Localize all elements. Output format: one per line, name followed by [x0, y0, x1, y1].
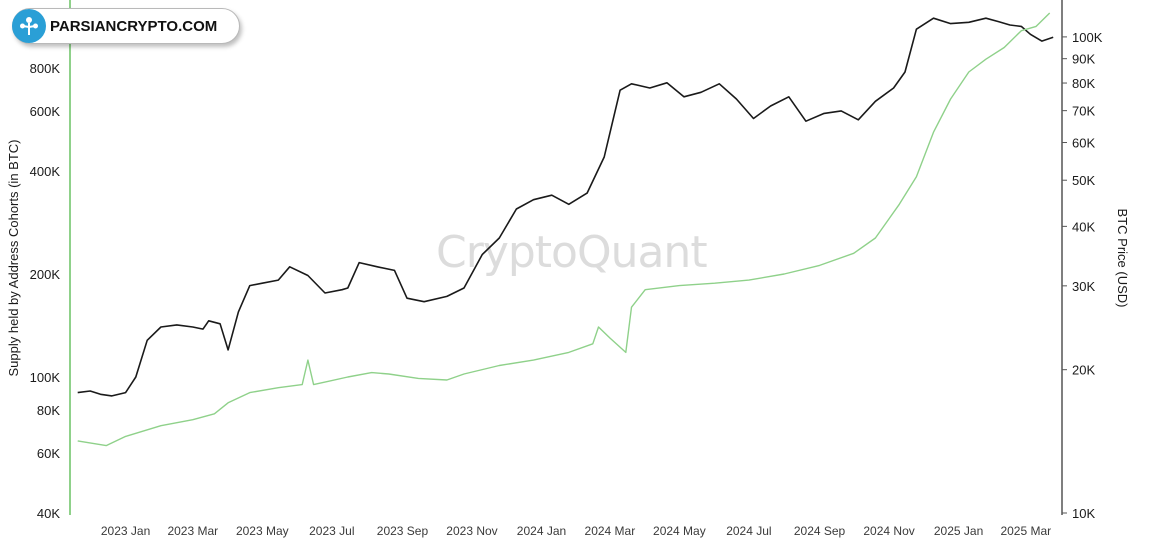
series-line-1	[77, 12, 1051, 447]
left-tick-label: 40K	[37, 506, 60, 521]
right-tick-label: 60K	[1072, 136, 1095, 151]
right-axis-ticks: 10K 20K 30K 40K 50K 60K 70K 80K 90K 100K	[1062, 30, 1103, 521]
x-tick-label: 2023 May	[236, 524, 289, 538]
x-tick-label: 2023 Sep	[377, 524, 429, 538]
x-tick-label: 2025 Mar	[1000, 524, 1051, 538]
right-tick-label: 50K	[1072, 173, 1095, 188]
right-tick-label: 30K	[1072, 279, 1095, 294]
parsiancrypto-logo-icon	[12, 9, 46, 43]
x-tick-label: 2023 Jan	[101, 524, 150, 538]
right-tick-label: 100K	[1072, 30, 1103, 45]
left-tick-label: 400K	[30, 164, 61, 179]
x-tick-label: 2024 Jan	[517, 524, 566, 538]
parsiancrypto-badge[interactable]: PARSIANCRYPTO.COM	[12, 8, 240, 44]
x-axis-ticks: 2023 Jan 2023 Mar 2023 May 2023 Jul 2023 Sep…	[101, 524, 1051, 538]
left-tick-label: 200K	[30, 267, 61, 282]
left-tick-label: 100K	[30, 370, 61, 385]
right-tick-label: 10K	[1072, 506, 1095, 521]
x-tick-label: 2024 Mar	[585, 524, 636, 538]
left-tick-label: 80K	[37, 403, 60, 418]
series-line-0	[77, 17, 1054, 397]
right-tick-label: 20K	[1072, 363, 1095, 378]
x-tick-label: 2025 Jan	[934, 524, 983, 538]
x-tick-label: 2024 May	[653, 524, 706, 538]
right-axis-title: BTC Price (USD)	[1115, 209, 1130, 308]
right-tick-label: 40K	[1072, 219, 1095, 234]
right-tick-label: 80K	[1072, 76, 1095, 91]
x-tick-label: 2024 Nov	[863, 524, 914, 538]
watermark: CryptoQuant	[436, 227, 707, 278]
x-tick-label: 2024 Jul	[726, 524, 771, 538]
left-tick-label: 600K	[30, 104, 61, 119]
x-tick-label: 2024 Sep	[794, 524, 846, 538]
right-tick-label: 90K	[1072, 52, 1095, 67]
series-layer	[77, 12, 1054, 447]
badge-text: PARSIANCRYPTO.COM	[50, 17, 218, 35]
right-tick-label: 70K	[1072, 104, 1095, 119]
left-tick-label: 60K	[37, 446, 60, 461]
x-tick-label: 2023 Jul	[309, 524, 354, 538]
left-axis-title: Supply held by Address Cohorts (in BTC)	[6, 140, 21, 377]
left-tick-label: 800K	[30, 61, 61, 76]
left-axis-ticks: 40K60K80K100K200K400K600K800K1M	[30, 28, 61, 521]
x-tick-label: 2023 Nov	[446, 524, 497, 538]
x-tick-label: 2023 Mar	[167, 524, 218, 538]
